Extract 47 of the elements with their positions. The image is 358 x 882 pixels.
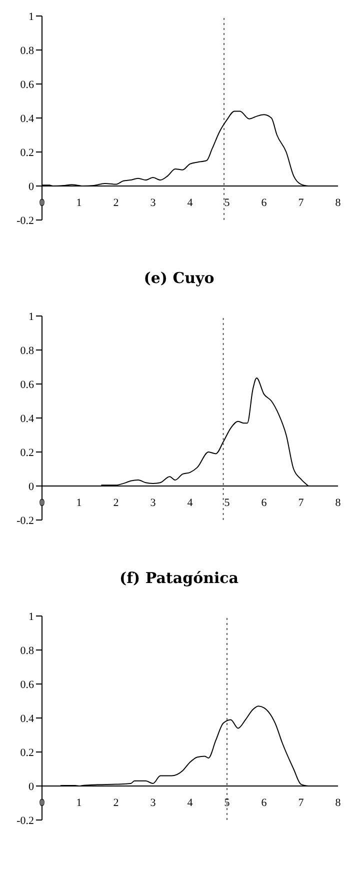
x-tick-label: 7	[298, 497, 304, 509]
y-tick-label: 0	[28, 780, 34, 793]
y-tick-label: 0.2	[20, 146, 34, 159]
text: (e) Cuyo	[142, 268, 216, 289]
x-tick-label: 8	[335, 197, 342, 209]
x-tick-label: 1	[76, 197, 82, 209]
x-tick-label: 4	[187, 197, 194, 209]
x-tick-label: 2	[113, 497, 119, 509]
y-tick-label: 0.8	[20, 44, 34, 57]
x-tick-label: 3	[150, 197, 156, 209]
x-tick-label: 4	[187, 797, 194, 809]
y-tick-label: 0.2	[20, 446, 34, 459]
x-tick-label: 6	[261, 797, 268, 809]
x-tick-label: 3	[150, 497, 156, 509]
y-tick-label: 0.6	[20, 78, 34, 91]
y-tick-label: 0	[28, 480, 34, 493]
y-tick-label: 0.2	[20, 746, 34, 759]
y-tick-label: 0.8	[20, 644, 34, 657]
x-tick-label: 6	[261, 197, 268, 209]
x-tick-label: 5	[224, 797, 230, 809]
y-tick-label: 1	[28, 310, 34, 323]
y-tick-label: 0.4	[20, 412, 34, 425]
y-tick-label: 1	[28, 610, 34, 623]
text: (f) Patagónica	[118, 568, 240, 589]
y-tick-label: 0.6	[20, 378, 34, 391]
y-tick-label: 0.8	[20, 344, 34, 357]
x-tick-label: 8	[335, 497, 342, 509]
y-tick-label: 0.6	[20, 678, 34, 691]
x-tick-label: 5	[224, 497, 230, 509]
x-tick-label: 7	[298, 197, 304, 209]
x-tick-label: 6	[261, 497, 268, 509]
x-tick-label: 1	[76, 797, 82, 809]
y-tick-label: -0.2	[16, 214, 34, 227]
y-tick-label: 0.4	[20, 712, 34, 725]
x-tick-label: 7	[298, 797, 304, 809]
y-tick-label: -0.2	[16, 814, 34, 827]
x-tick-label: 3	[150, 797, 156, 809]
x-tick-label: 2	[113, 197, 119, 209]
y-tick-label: -0.2	[16, 514, 34, 527]
x-tick-label: 2	[113, 797, 119, 809]
y-tick-label: 0.4	[20, 112, 34, 125]
x-tick-label: 1	[76, 497, 82, 509]
x-tick-label: 8	[335, 797, 342, 809]
x-tick-label: 4	[187, 497, 194, 509]
x-tick-label: 5	[224, 197, 230, 209]
y-tick-label: 1	[28, 10, 34, 23]
y-tick-label: 0	[28, 180, 34, 193]
